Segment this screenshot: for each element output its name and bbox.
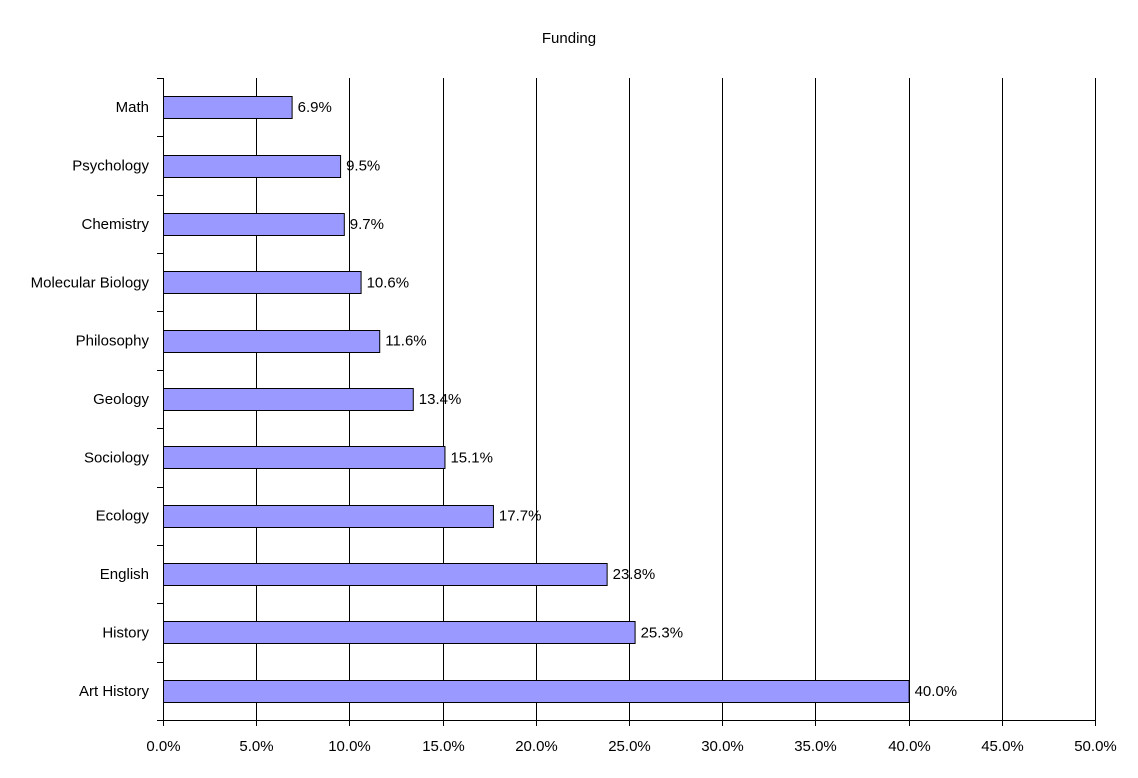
x-tick-label: 50.0%	[1074, 738, 1117, 755]
data-label: 9.7%	[350, 216, 384, 233]
x-tick-label: 15.0%	[422, 738, 465, 755]
bar-psychology	[163, 155, 342, 178]
bar-sociology	[163, 446, 446, 469]
x-tick-label: 25.0%	[608, 738, 651, 755]
bar-philosophy	[163, 330, 381, 353]
x-tick-label: 40.0%	[888, 738, 931, 755]
gridlines	[256, 78, 1096, 720]
category-label: Ecology	[96, 508, 150, 525]
chart-title: Funding	[542, 30, 596, 47]
category-label: Math	[116, 99, 149, 116]
data-label: 11.6%	[385, 333, 426, 350]
data-label: 40.0%	[915, 683, 958, 700]
axes	[157, 78, 1096, 726]
data-label: 17.7%	[499, 508, 542, 525]
x-tick-label: 5.0%	[239, 738, 273, 755]
bar-ecology	[163, 505, 494, 528]
bar-history	[163, 621, 636, 644]
data-label: 23.8%	[613, 566, 656, 583]
bar-geology	[163, 388, 414, 411]
data-label: 15.1%	[450, 449, 493, 466]
category-label: English	[100, 566, 149, 583]
data-label: 6.9%	[298, 99, 332, 116]
bars	[163, 96, 910, 703]
category-label: Chemistry	[81, 216, 149, 233]
category-label: Geology	[93, 391, 149, 408]
category-label: Sociology	[84, 449, 150, 466]
category-label: Philosophy	[76, 333, 150, 350]
x-tick-label: 20.0%	[515, 738, 558, 755]
bar-molecular-biology	[163, 271, 362, 294]
x-tick-label: 0.0%	[146, 738, 180, 755]
x-tick-label: 35.0%	[794, 738, 837, 755]
data-label: 9.5%	[346, 158, 380, 175]
x-tick-label: 10.0%	[328, 738, 371, 755]
bar-english	[163, 563, 608, 586]
category-label: Art History	[79, 683, 150, 700]
data-label: 25.3%	[641, 624, 684, 641]
category-label: Molecular Biology	[31, 274, 150, 291]
bar-math	[163, 96, 293, 119]
bar-chemistry	[163, 213, 345, 236]
category-label: Psychology	[72, 158, 149, 175]
labels: 0.0% 5.0% 10.0% 15.0% 20.0% 25.0% 30.0% 35.0% 40…	[31, 99, 1117, 755]
data-label: 13.4%	[419, 391, 462, 408]
data-label: 10.6%	[367, 274, 410, 291]
x-tick-label: 45.0%	[981, 738, 1024, 755]
bar-art-history	[163, 680, 910, 703]
category-label: History	[102, 624, 149, 641]
x-tick-label: 30.0%	[701, 738, 744, 755]
